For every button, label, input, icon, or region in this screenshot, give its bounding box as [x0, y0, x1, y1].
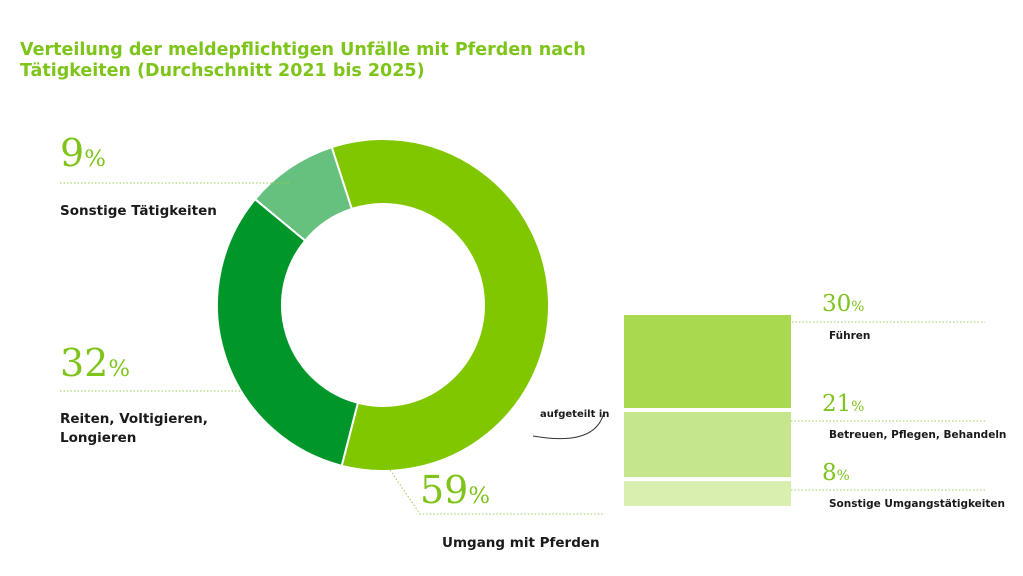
pct-umgang-unit: %	[468, 483, 491, 509]
label-fuehren: Führen	[829, 330, 871, 342]
pct-sonstige-umgang: 8%	[822, 462, 850, 485]
pct-umgang-value: 59	[420, 468, 469, 512]
pct-sonstige-umgang-unit: %	[836, 468, 850, 484]
donut-slice-1	[216, 197, 360, 468]
label-sonstige: Sonstige Tätigkeiten	[60, 203, 217, 219]
pct-reiten-unit: %	[108, 356, 131, 382]
leader-umgang	[389, 469, 605, 515]
donut-slice-0	[330, 138, 550, 472]
bar-segment-0	[624, 315, 791, 408]
chart-title: Verteilung der meldepflichtigen Unfälle …	[20, 40, 586, 81]
label-umgang: Umgang mit Pferden	[442, 535, 600, 551]
pct-sonstige-umgang-value: 8	[822, 460, 837, 486]
label-betreuen: Betreuen, Pflegen, Behandeln	[829, 429, 1007, 441]
donut-slice-2	[253, 145, 354, 243]
pct-reiten-value: 32	[60, 341, 109, 385]
pct-sonstige: 9%	[60, 134, 106, 172]
stacked-bar	[624, 315, 791, 506]
split-arc	[532, 411, 605, 440]
pct-reiten: 32%	[60, 344, 130, 382]
label-sonstige-umgang: Sonstige Umgangstätigkeiten	[829, 498, 1005, 510]
pct-betreuen-unit: %	[851, 399, 865, 415]
bar-segment-2	[624, 481, 791, 506]
bar-segment-1	[624, 412, 791, 478]
split-label: aufgeteilt in	[540, 409, 610, 420]
pct-sonstige-unit: %	[84, 146, 106, 172]
pct-sonstige-value: 9	[60, 131, 85, 175]
label-reiten: Reiten, Voltigieren, Longieren	[60, 411, 208, 446]
pct-betreuen: 21%	[822, 393, 864, 416]
pct-fuehren: 30%	[822, 293, 864, 316]
pct-fuehren-value: 30	[822, 291, 852, 317]
donut-chart	[216, 138, 550, 472]
pct-fuehren-unit: %	[851, 299, 865, 315]
pct-betreuen-value: 21	[822, 391, 852, 417]
pct-umgang: 59%	[420, 471, 490, 509]
